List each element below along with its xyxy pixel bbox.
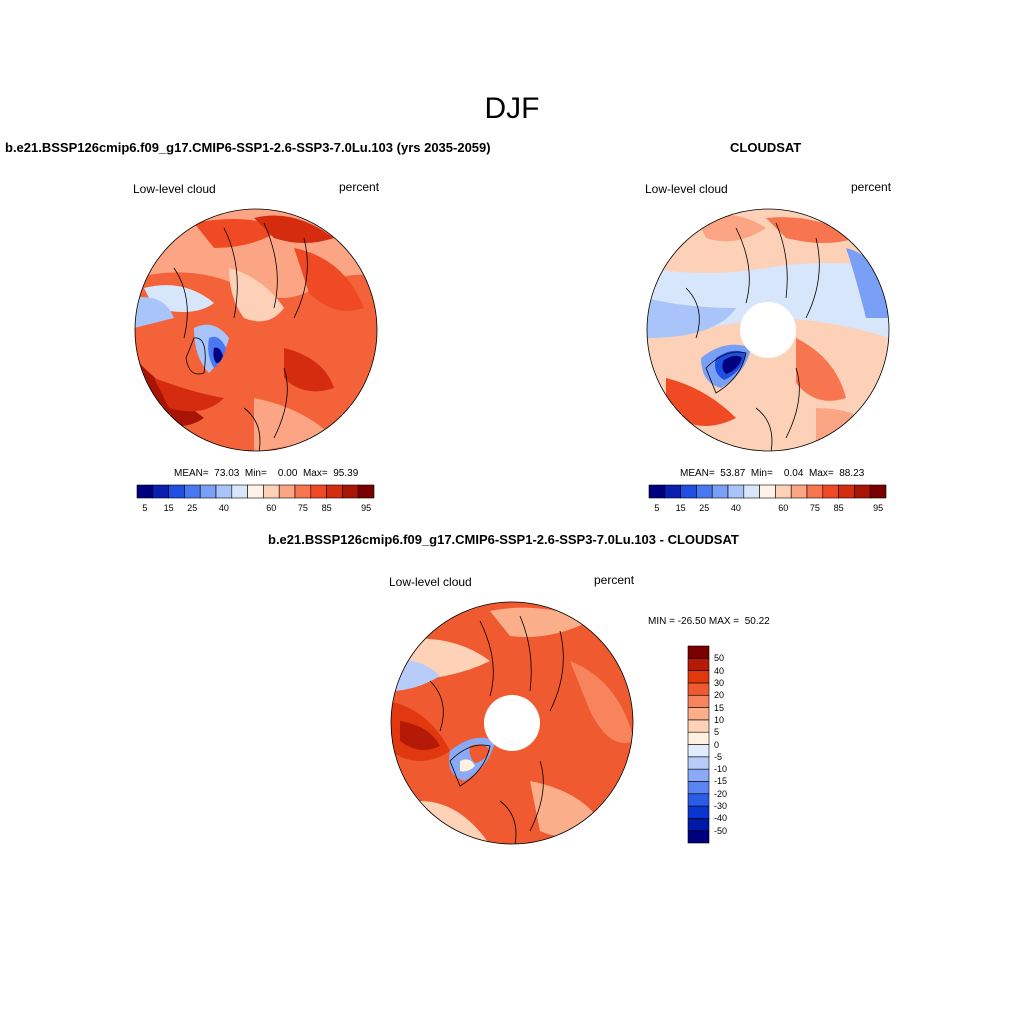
colorbar-tick-label: -30 bbox=[714, 801, 728, 812]
colorbar-swatch bbox=[152, 484, 169, 499]
colorbar-tick-label: 5 bbox=[142, 503, 148, 513]
colorbar-tick-label: -5 bbox=[714, 751, 723, 762]
colorbar-swatch bbox=[869, 484, 887, 499]
model-stats: MEAN= 73.03 Min= 0.00 Max= 95.39 bbox=[174, 468, 359, 479]
colorbar-swatch bbox=[648, 484, 666, 499]
colorbar-tick-label: 0 bbox=[714, 739, 720, 750]
colorbar-tick-label: 15 bbox=[675, 503, 686, 513]
colorbar-swatch bbox=[263, 484, 280, 499]
obs-polar-map bbox=[646, 208, 890, 452]
diff-colorbar-ticks: -50 -40 -30 -20 -15 -10 -5 0 5 10 15 20 30 40 50 bbox=[714, 646, 754, 843]
colorbar-tick-label: 75 bbox=[809, 503, 820, 513]
colorbar-tick-label: 15 bbox=[163, 503, 174, 513]
colorbar-swatch bbox=[294, 484, 312, 499]
colorbar-tick-label: 30 bbox=[714, 677, 725, 688]
colorbar-swatch bbox=[727, 484, 745, 499]
colorbar-swatch bbox=[687, 670, 710, 684]
colorbar-tick-label: 40 bbox=[218, 503, 229, 513]
colorbar-swatch bbox=[743, 484, 760, 499]
colorbar-tick-label: 10 bbox=[714, 714, 725, 725]
colorbar-swatch bbox=[231, 484, 248, 499]
colorbar-swatch bbox=[687, 818, 710, 831]
colorbar-swatch bbox=[215, 484, 233, 499]
colorbar-swatch bbox=[357, 484, 375, 499]
obs-variable-label: Low-level cloud bbox=[645, 182, 728, 196]
obs-units-label: percent bbox=[851, 180, 892, 194]
colorbar-swatch bbox=[136, 484, 154, 499]
colorbar-swatch bbox=[687, 793, 710, 807]
colorbar-swatch bbox=[775, 484, 792, 499]
colorbar-swatch bbox=[687, 645, 710, 659]
colorbar-tick-label: -10 bbox=[714, 764, 728, 775]
colorbar-tick-label: 5 bbox=[654, 503, 660, 513]
colorbar-swatch bbox=[790, 484, 808, 499]
colorbar-swatch bbox=[326, 484, 343, 499]
colorbar-tick-label: 40 bbox=[714, 665, 725, 676]
model-panel-title: b.e21.BSSP126cmip6.f09_g17.CMIP6-SSP1-2.… bbox=[5, 140, 491, 155]
model-colorbar-ticks: 5 15 25 40 60 75 85 95 bbox=[137, 503, 374, 515]
colorbar-tick-label: -50 bbox=[714, 825, 728, 836]
colorbar-swatch bbox=[822, 484, 839, 499]
diff-stats: MIN = -26.50 MAX = 50.22 bbox=[648, 616, 770, 627]
colorbar-swatch bbox=[687, 719, 710, 733]
colorbar-swatch bbox=[687, 768, 710, 782]
diff-variable-label: Low-level cloud bbox=[389, 575, 472, 589]
colorbar-tick-label: 85 bbox=[321, 503, 332, 513]
obs-colorbar bbox=[648, 484, 887, 499]
colorbar-swatch bbox=[687, 682, 710, 696]
colorbar-tick-label: 15 bbox=[714, 702, 725, 713]
diff-polar-map bbox=[390, 601, 634, 845]
colorbar-swatch bbox=[310, 484, 327, 499]
colorbar-swatch bbox=[687, 731, 710, 745]
colorbar-tick-label: 40 bbox=[730, 503, 741, 513]
colorbar-swatch bbox=[687, 658, 710, 671]
diff-units-label: percent bbox=[594, 573, 635, 587]
colorbar-tick-label: 60 bbox=[778, 503, 789, 513]
colorbar-tick-label: 60 bbox=[266, 503, 277, 513]
colorbar-tick-label: 95 bbox=[873, 503, 884, 513]
colorbar-swatch bbox=[247, 484, 264, 499]
colorbar-swatch bbox=[854, 484, 871, 499]
colorbar-swatch bbox=[687, 805, 710, 819]
model-units-label: percent bbox=[339, 180, 380, 194]
colorbar-tick-label: 95 bbox=[361, 503, 372, 513]
colorbar-tick-label: -40 bbox=[714, 813, 728, 824]
colorbar-swatch bbox=[664, 484, 681, 499]
colorbar-swatch bbox=[759, 484, 776, 499]
colorbar-swatch bbox=[696, 484, 713, 499]
model-variable-label: Low-level cloud bbox=[133, 182, 216, 196]
colorbar-tick-label: 25 bbox=[187, 503, 198, 513]
colorbar-tick-label: -20 bbox=[714, 788, 728, 799]
colorbar-tick-label: 75 bbox=[297, 503, 308, 513]
colorbar-swatch bbox=[342, 484, 359, 499]
obs-stats: MEAN= 53.87 Min= 0.04 Max= 88.23 bbox=[680, 468, 865, 479]
colorbar-swatch bbox=[711, 484, 729, 499]
colorbar-tick-label: 20 bbox=[714, 690, 725, 701]
colorbar-tick-label: 25 bbox=[699, 503, 710, 513]
obs-colorbar-ticks: 5 15 25 40 60 75 85 95 bbox=[649, 503, 886, 515]
colorbar-tick-label: -15 bbox=[714, 776, 728, 787]
diff-colorbar bbox=[687, 645, 710, 844]
colorbar-tick-label: 85 bbox=[833, 503, 844, 513]
colorbar-swatch bbox=[184, 484, 201, 499]
model-polar-map bbox=[134, 208, 378, 452]
colorbar-swatch bbox=[680, 484, 697, 499]
colorbar-tick-label: 50 bbox=[714, 653, 725, 664]
colorbar-swatch bbox=[806, 484, 824, 499]
colorbar-swatch bbox=[168, 484, 185, 499]
colorbar-swatch bbox=[687, 781, 710, 795]
season-title: DJF bbox=[484, 92, 540, 125]
diff-panel-title: b.e21.BSSP126cmip6.f09_g17.CMIP6-SSP1-2.… bbox=[268, 532, 739, 547]
colorbar-swatch bbox=[278, 484, 296, 499]
colorbar-swatch bbox=[687, 707, 710, 721]
model-colorbar bbox=[136, 484, 375, 499]
colorbar-swatch bbox=[199, 484, 217, 499]
colorbar-swatch bbox=[687, 694, 710, 708]
colorbar-swatch bbox=[687, 756, 710, 770]
obs-panel-title: CLOUDSAT bbox=[730, 140, 802, 155]
colorbar-tick-label: 5 bbox=[714, 727, 720, 738]
colorbar-swatch bbox=[687, 830, 710, 844]
colorbar-swatch bbox=[687, 744, 710, 758]
colorbar-swatch bbox=[838, 484, 855, 499]
